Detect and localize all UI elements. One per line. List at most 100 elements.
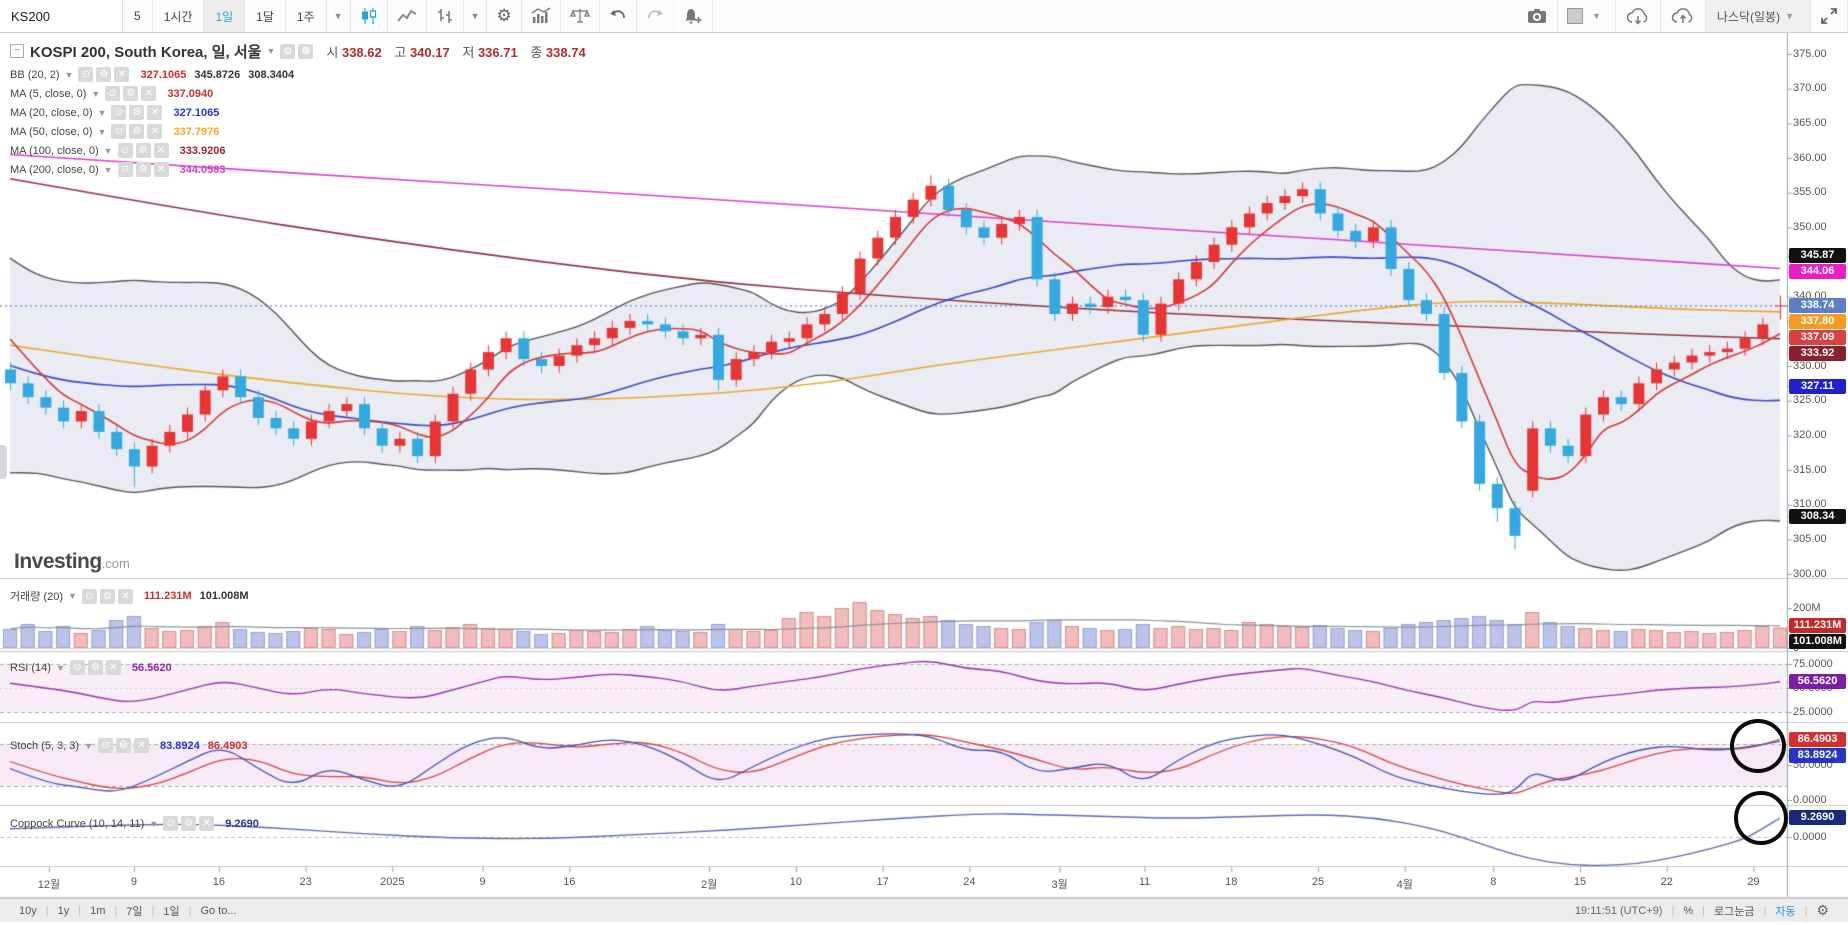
visibility-icon[interactable]: ⊙ (78, 67, 94, 82)
visibility-icon[interactable]: ⊙ (117, 143, 133, 158)
visibility-icon[interactable]: ⊙ (163, 816, 179, 831)
gear-icon[interactable]: ⚙ (99, 588, 115, 604)
chevron-down-icon[interactable]: ▼ (67, 591, 77, 601)
indicator-row-ma20: MA (20, close, 0) ▼ ⊙ ⚙ ✕ 327.1065 (10, 104, 595, 121)
goto-button[interactable]: Go to... (200, 904, 237, 917)
indicator-value: 111.231M (143, 590, 192, 602)
candlestick-chart-button[interactable] (351, 0, 388, 32)
close-icon[interactable]: ✕ (153, 162, 169, 177)
chevron-down-icon[interactable]: ▼ (266, 46, 276, 56)
auto-scale-button[interactable]: 자동 (1775, 905, 1796, 918)
load-layout-button[interactable] (1616, 0, 1661, 32)
indicator-value: 56.5620 (131, 661, 172, 674)
gear-icon[interactable]: ⚙ (181, 816, 197, 831)
chart-style-dropdown-caret[interactable]: ▼ (464, 0, 488, 32)
close-icon[interactable]: ✕ (114, 67, 130, 82)
gear-icon[interactable]: ⚙ (129, 105, 145, 120)
interval-1day-button[interactable]: 1일 (204, 0, 246, 32)
chevron-down-icon[interactable]: ▼ (64, 69, 74, 80)
gear-icon[interactable]: ⚙ (1816, 902, 1829, 918)
redo-button[interactable] (637, 0, 674, 32)
close-icon[interactable]: ✕ (105, 660, 121, 675)
fullscreen-button[interactable] (1811, 0, 1848, 32)
visibility-icon[interactable]: ⊙ (98, 738, 114, 753)
indicator-label: MA (50, close, 0) (10, 125, 93, 138)
indicator-label: MA (100, close, 0) (10, 144, 99, 157)
chevron-down-icon[interactable]: ▼ (97, 126, 107, 137)
interval-5min-button[interactable]: 5 (123, 0, 153, 32)
visibility-icon[interactable]: ⊙ (81, 588, 97, 604)
bar-style-button[interactable] (427, 0, 464, 32)
visibility-icon[interactable]: ⊙ (280, 43, 296, 59)
chevron-down-icon[interactable]: ▼ (91, 88, 101, 99)
close-icon[interactable]: ✕ (117, 588, 133, 604)
drawing-toolbar-handle[interactable] (0, 445, 7, 479)
gear-icon[interactable]: ⚙ (123, 86, 139, 101)
interval-1week-button[interactable]: 1주 (286, 0, 327, 32)
symbol-input[interactable]: KS200 (0, 0, 123, 32)
chart-legend: − KOSPI 200, South Korea, 일, 서울 ▼ ⊙ ⚙ 시 … (10, 40, 595, 180)
close-icon[interactable]: ✕ (147, 124, 163, 139)
indicators-button[interactable] (522, 0, 561, 32)
annotation-circle-coppock[interactable] (1734, 791, 1788, 845)
investing-logo: Investing.com (14, 550, 130, 574)
bottom-toolbar: 10y | 1y | 1m | 7일 | 1일 | Go to... 19:11:51 (… (0, 898, 1848, 922)
interval-1month-button[interactable]: 1달 (245, 0, 286, 32)
close-icon[interactable]: ✕ (134, 738, 150, 753)
visibility-icon[interactable]: ⊙ (111, 105, 127, 120)
close-icon[interactable]: ✕ (153, 143, 169, 158)
range-1y-button[interactable]: 1y (57, 904, 70, 917)
gear-icon[interactable]: ⚙ (96, 67, 112, 82)
gear-icon[interactable]: ⚙ (298, 43, 314, 59)
gear-icon[interactable]: ⚙ (87, 660, 103, 675)
color-swatch-icon (1566, 8, 1583, 24)
visibility-icon[interactable]: ⊙ (111, 124, 127, 139)
settings-button[interactable]: ⚙ (487, 0, 522, 32)
chevron-down-icon[interactable]: ▼ (84, 740, 94, 751)
range-10y-button[interactable]: 10y (19, 904, 37, 917)
chevron-down-icon[interactable]: ▼ (103, 164, 113, 175)
visibility-icon[interactable]: ⊙ (69, 660, 85, 675)
log-scale-button[interactable]: 로그눈금 (1713, 905, 1755, 918)
indicator-label: MA (5, close, 0) (10, 87, 87, 100)
percent-scale-button[interactable]: % (1683, 904, 1694, 917)
annotation-circle-stoch[interactable] (1730, 719, 1786, 773)
gear-icon[interactable]: ⚙ (135, 143, 151, 158)
compare-button[interactable] (561, 0, 600, 32)
chevron-down-icon[interactable]: ▼ (103, 145, 113, 156)
gear-icon[interactable]: ⚙ (116, 738, 132, 753)
top-toolbar: KS200 5 1시간 1일 1달 1주 ▼ ▼ ⚙ (0, 0, 1848, 33)
indicator-label: MA (20, close, 0) (10, 106, 93, 119)
gear-icon[interactable]: ⚙ (129, 124, 145, 139)
undo-button[interactable] (600, 0, 637, 32)
visibility-icon[interactable]: ⊙ (117, 162, 133, 177)
indicator-value: 101.008M (199, 590, 249, 602)
visibility-icon[interactable]: ⊙ (105, 86, 121, 101)
line-chart-button[interactable] (388, 0, 427, 32)
interval-dropdown-caret[interactable]: ▼ (327, 0, 351, 32)
range-7d-button[interactable]: 7일 (126, 905, 143, 918)
close-icon[interactable]: ✕ (199, 816, 215, 831)
legend-collapse-icon[interactable]: − (10, 44, 24, 58)
close-value: 338.74 (545, 44, 586, 60)
gear-icon[interactable]: ⚙ (135, 162, 151, 177)
indicator-row-ma100: MA (100, close, 0) ▼ ⊙ ⚙ ✕ 333.9206 (10, 142, 595, 159)
chevron-down-icon[interactable]: ▼ (97, 107, 107, 118)
alert-button[interactable] (674, 0, 713, 32)
interval-1hour-button[interactable]: 1시간 (153, 0, 205, 32)
screenshot-button[interactable] (1517, 0, 1558, 32)
chevron-down-icon[interactable]: ▼ (55, 662, 65, 673)
cloud-download-icon (1626, 8, 1648, 25)
indicator-value: 9.2690 (225, 817, 259, 830)
close-icon[interactable]: ✕ (147, 105, 163, 120)
range-1m-button[interactable]: 1m (90, 904, 106, 917)
close-icon[interactable]: ✕ (141, 86, 157, 101)
layout-select[interactable]: 나스닥(일봉) ▼ (1705, 0, 1811, 32)
range-1d-button[interactable]: 1일 (163, 905, 180, 918)
background-color-button[interactable]: ▼ (1558, 0, 1616, 32)
indicator-value: 344.0583 (179, 163, 226, 176)
indicator-value: 345.8726 (194, 68, 241, 81)
chevron-down-icon[interactable]: ▼ (149, 818, 159, 829)
save-layout-button[interactable] (1661, 0, 1706, 32)
